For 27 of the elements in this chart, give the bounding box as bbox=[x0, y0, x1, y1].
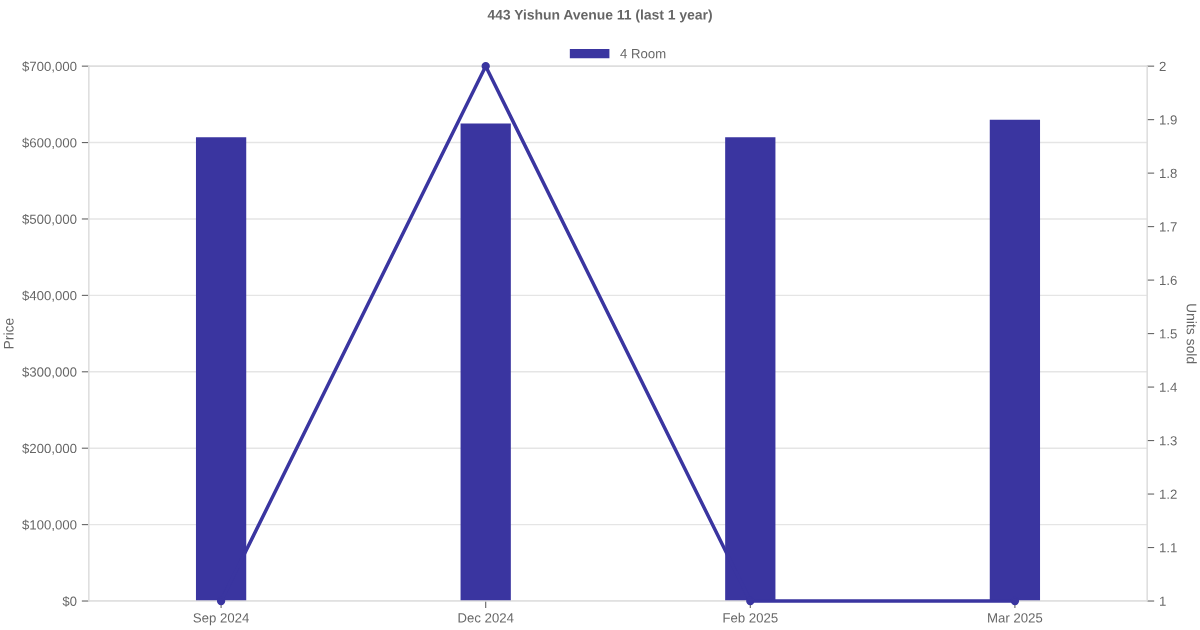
x-tick-label: Feb 2025 bbox=[723, 612, 778, 623]
y-tick-label: $0 bbox=[62, 596, 77, 607]
y2-tick-label: 2 bbox=[1159, 61, 1166, 71]
x-tick-label: Sep 2024 bbox=[193, 613, 249, 626]
y2-tick-label: 1.9 bbox=[1160, 115, 1177, 125]
y-tick-label: $300,000 bbox=[22, 366, 77, 379]
chart-title: 443 Yishun Avenue 11 (last 1 year) bbox=[487, 9, 712, 23]
legend-label: 4 Room bbox=[620, 49, 666, 59]
y2-axis-title: Units sold bbox=[1186, 304, 1197, 364]
y2-tick-label: 1 bbox=[1160, 596, 1166, 606]
y2-tick-label: 1.8 bbox=[1160, 168, 1177, 179]
y2-tick-label: 1.6 bbox=[1160, 275, 1177, 286]
y-tick-label: $400,000 bbox=[22, 290, 77, 302]
y2-tick-label: 1.3 bbox=[1160, 436, 1177, 446]
y-tick-label: $100,000 bbox=[22, 519, 77, 532]
y2-tick-label: 1.1 bbox=[1160, 543, 1177, 553]
y-tick-label: $600,000 bbox=[22, 137, 77, 150]
y-tick-label: $700,000 bbox=[22, 61, 77, 73]
y2-tick-label: 1.5 bbox=[1160, 329, 1177, 339]
y2-tick-label: 1.7 bbox=[1160, 222, 1177, 232]
y-tick-label: $500,000 bbox=[22, 213, 77, 226]
x-tick-label: Dec 2024 bbox=[458, 613, 514, 623]
x-tick-label: Mar 2025 bbox=[988, 613, 1043, 623]
y-axis-title: Price bbox=[3, 318, 14, 349]
y2-tick-label: 1.2 bbox=[1160, 489, 1177, 499]
y-tick-label: $200,000 bbox=[22, 443, 77, 455]
y2-tick-label: 1.4 bbox=[1160, 382, 1177, 392]
